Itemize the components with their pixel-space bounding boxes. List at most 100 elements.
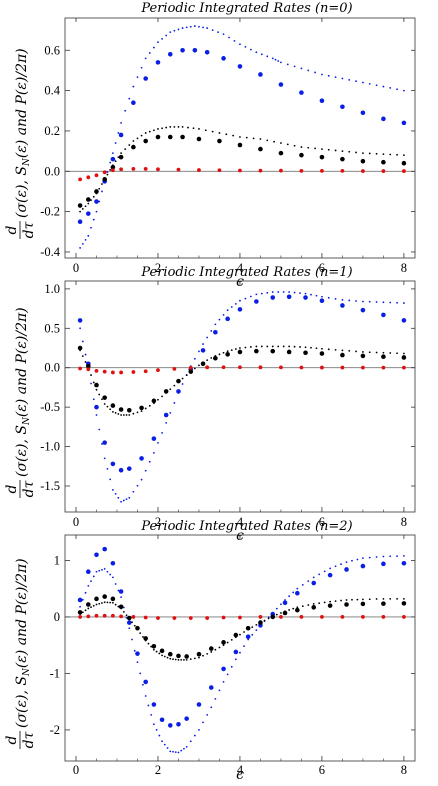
data-point — [225, 316, 230, 322]
data-point — [140, 66, 143, 69]
data-point — [193, 367, 196, 370]
data-point — [348, 350, 351, 352]
data-point — [84, 361, 87, 363]
x-tick-label: 4 — [237, 763, 244, 777]
data-point — [180, 658, 183, 661]
data-point — [77, 318, 83, 323]
data-point — [282, 345, 285, 348]
data-point — [81, 208, 84, 210]
data-point — [321, 295, 323, 298]
data-point — [169, 657, 172, 660]
data-point — [360, 601, 366, 607]
x-axis-label: ϵ — [236, 767, 244, 783]
data-point — [136, 76, 139, 79]
data-point — [79, 605, 81, 608]
data-point — [255, 629, 258, 632]
data-point — [120, 152, 122, 155]
data-point — [282, 291, 285, 293]
data-point — [318, 573, 321, 576]
data-point — [117, 413, 120, 415]
data-point — [318, 602, 321, 605]
ylabel-frac-num: d — [4, 735, 20, 744]
x-tick-label: 4 — [237, 515, 244, 529]
data-point — [84, 591, 87, 594]
data-point — [180, 134, 185, 140]
data-point — [124, 109, 127, 112]
data-point — [288, 291, 291, 293]
data-point — [118, 467, 124, 473]
data-point — [226, 673, 229, 676]
data-point — [98, 428, 101, 431]
chart-panel-n2: Periodic Integrated Rates (n=2) 0 2 4 6 8 -2 -… — [50, 519, 416, 783]
data-point — [180, 47, 185, 53]
data-point — [368, 82, 371, 85]
data-point — [119, 614, 123, 619]
chart-title: Periodic Integrated Rates (n=1) — [140, 265, 352, 280]
data-point — [84, 353, 87, 356]
data-point — [402, 169, 406, 173]
data-point — [111, 410, 114, 413]
data-point — [139, 632, 142, 635]
data-point — [266, 291, 269, 294]
data-point — [122, 414, 125, 416]
data-point — [355, 300, 357, 302]
data-point — [161, 740, 163, 743]
data-point — [214, 697, 217, 700]
data-point — [98, 200, 101, 203]
data-point — [110, 156, 116, 162]
data-point — [110, 370, 115, 375]
data-point — [143, 636, 148, 641]
data-point — [237, 142, 243, 148]
data-point — [230, 639, 233, 641]
data-point — [251, 626, 254, 628]
x-tick-label: 8 — [401, 515, 407, 529]
data-point — [286, 349, 292, 355]
data-point — [111, 601, 114, 604]
chart-panel-n1: Periodic Integrated Rates (n=1) 0 2 4 6 8 -1.… — [40, 265, 416, 544]
data-point — [155, 60, 161, 65]
data-point — [327, 348, 330, 351]
data-point — [396, 555, 398, 557]
data-point — [95, 210, 98, 213]
data-point — [244, 46, 247, 48]
data-point — [155, 134, 161, 140]
data-point — [244, 297, 247, 300]
data-point — [288, 345, 291, 348]
data-point — [307, 604, 310, 606]
data-point — [161, 432, 163, 434]
data-point — [210, 357, 213, 359]
data-point — [368, 300, 371, 303]
data-point — [144, 57, 147, 60]
data-point — [177, 658, 180, 661]
data-point — [271, 345, 274, 348]
data-point — [263, 619, 266, 622]
data-point — [222, 681, 225, 683]
data-point — [360, 353, 366, 359]
data-point — [368, 351, 371, 354]
data-point — [320, 168, 324, 173]
data-point — [176, 653, 181, 659]
data-point — [375, 301, 378, 303]
data-point — [211, 29, 214, 31]
data-point — [147, 704, 150, 707]
data-point — [293, 345, 296, 348]
data-point — [361, 615, 365, 619]
data-point — [128, 627, 131, 630]
data-point — [345, 599, 348, 601]
data-point — [118, 604, 124, 610]
data-point — [98, 187, 101, 190]
data-point — [237, 307, 243, 312]
data-point — [271, 57, 274, 60]
data-point — [77, 219, 83, 224]
data-point — [94, 173, 99, 178]
data-point — [348, 299, 351, 302]
data-point — [221, 615, 226, 620]
data-point — [381, 354, 386, 359]
data-point — [125, 614, 128, 617]
data-point — [389, 87, 392, 89]
data-point — [382, 351, 385, 354]
data-point — [181, 383, 184, 385]
data-point — [81, 598, 84, 601]
data-point — [125, 498, 128, 501]
data-point — [193, 357, 196, 360]
